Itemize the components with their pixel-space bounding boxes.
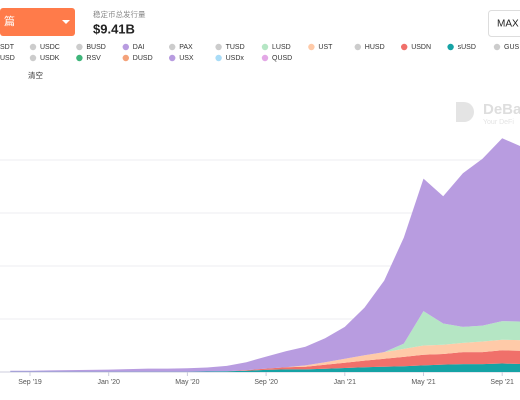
legend-label[interactable]: SDT bbox=[0, 44, 15, 51]
legend-dot bbox=[354, 43, 361, 51]
selector-text[interactable]: 篇 bbox=[4, 14, 15, 28]
legend-dot bbox=[169, 54, 176, 62]
x-tick-label: May '21 bbox=[411, 379, 435, 386]
legend-label[interactable]: USX bbox=[179, 55, 194, 62]
legend-label[interactable]: HUSD bbox=[365, 44, 385, 51]
legend-dot bbox=[76, 43, 83, 51]
x-tick-label: Sep '19 bbox=[18, 379, 42, 386]
legend-dot bbox=[122, 43, 129, 51]
legend-dot bbox=[122, 54, 129, 62]
x-tick-label: Sep '21 bbox=[490, 379, 514, 386]
watermark-text: DeBa bbox=[483, 101, 520, 118]
summary-label: 稳定币总发行量 bbox=[93, 9, 146, 19]
legend-dot bbox=[169, 43, 176, 51]
legend-label[interactable]: USDC bbox=[40, 44, 60, 51]
legend-dot bbox=[215, 54, 222, 62]
token-selector[interactable] bbox=[0, 8, 75, 36]
legend-dot bbox=[29, 54, 37, 62]
area bbox=[10, 311, 520, 372]
x-tick-label: Jan '20 bbox=[98, 379, 120, 386]
legend-label[interactable]: UST bbox=[318, 44, 333, 51]
area bbox=[10, 350, 520, 372]
legend-label[interactable]: USD bbox=[0, 55, 15, 62]
legend-dot bbox=[493, 43, 501, 51]
x-tick-label: May '20 bbox=[175, 379, 199, 386]
legend-dot bbox=[215, 43, 222, 51]
x-tick-label: Jan '21 bbox=[334, 379, 356, 386]
legend-label[interactable]: GUS bbox=[504, 44, 520, 51]
legend-dot bbox=[261, 43, 269, 51]
caret bbox=[62, 20, 70, 24]
legend-label[interactable]: sUSD bbox=[458, 44, 476, 51]
legend-label[interactable]: BUSD bbox=[86, 44, 105, 51]
legend-label[interactable]: USDK bbox=[40, 55, 60, 62]
legend-dot bbox=[447, 43, 454, 51]
legend-dot bbox=[261, 54, 269, 62]
legend-label[interactable]: DAI bbox=[133, 44, 145, 51]
legend-dot bbox=[29, 43, 37, 51]
x-tick-label: Sep '20 bbox=[254, 379, 278, 386]
watermark: DeBa Your DeFi bbox=[456, 101, 520, 126]
plot-area bbox=[10, 138, 520, 372]
legend-label[interactable]: RSV bbox=[86, 55, 101, 62]
legend-dot bbox=[308, 43, 315, 51]
watermark-logo bbox=[456, 102, 474, 122]
area bbox=[10, 339, 520, 372]
area bbox=[10, 138, 520, 372]
range-button-text[interactable]: MAX bbox=[497, 19, 519, 30]
legend-label[interactable]: TUSD bbox=[226, 44, 245, 51]
legend-label[interactable]: QUSD bbox=[272, 55, 292, 62]
area bbox=[10, 363, 520, 372]
legend-label[interactable]: USDN bbox=[411, 44, 431, 51]
legend-dot bbox=[401, 43, 408, 51]
clear-button[interactable]: 清空 bbox=[28, 70, 43, 80]
summary-value: $9.41B bbox=[93, 21, 135, 36]
legend-label[interactable]: LUSD bbox=[272, 44, 291, 51]
legend-label[interactable]: USDx bbox=[226, 55, 245, 62]
legend-label[interactable]: PAX bbox=[179, 44, 193, 51]
legend-dot bbox=[76, 54, 83, 62]
range-button[interactable] bbox=[488, 10, 520, 37]
legend-label[interactable]: DUSD bbox=[133, 55, 153, 62]
watermark-subtext: Your DeFi bbox=[483, 119, 514, 126]
